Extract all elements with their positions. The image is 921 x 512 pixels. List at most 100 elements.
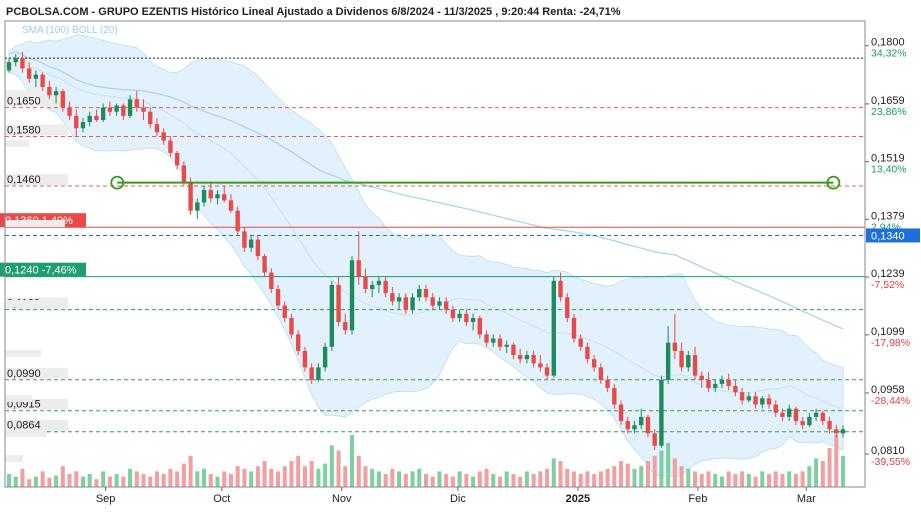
candle-body [188, 181, 193, 211]
volume-bar [612, 466, 617, 487]
volume-bar [6, 474, 12, 487]
volume-bar [60, 466, 65, 487]
volume-bar [464, 474, 469, 487]
volume-bar [834, 435, 839, 487]
month-label: 2025 [566, 493, 590, 505]
candle-body [766, 398, 772, 405]
candle-body [67, 107, 72, 116]
volume-bar [639, 466, 644, 487]
volume-bar [820, 461, 825, 487]
price-tick-label: 0,1519 [871, 153, 905, 165]
volume-bar [827, 448, 832, 487]
candle-body [74, 115, 79, 129]
candlesticks [6, 51, 846, 450]
candle-body [484, 334, 489, 343]
candle-body [686, 355, 691, 368]
candle-body [289, 317, 294, 335]
candle-body [47, 86, 52, 96]
candle-body [356, 260, 361, 277]
level-label: 0,0864 [7, 420, 41, 432]
volume-bar [188, 455, 193, 487]
volume-bar [787, 471, 792, 487]
candle-body [141, 107, 146, 112]
candle-body [363, 276, 368, 290]
candle-body [80, 122, 86, 129]
volume-bar [437, 471, 442, 487]
plot-frame [4, 20, 866, 488]
volume-bar [154, 471, 159, 487]
candle-body [396, 297, 402, 302]
volume-profile-bar [5, 90, 47, 97]
volume-bar [336, 450, 341, 487]
volume-bar [175, 471, 180, 487]
candle-body [807, 416, 812, 426]
volume-bar [565, 468, 570, 487]
volume-bar [410, 471, 415, 487]
volume-bar [349, 435, 355, 487]
bollinger-middle-line [8, 59, 844, 410]
level-label-bg [6, 95, 68, 107]
candle-body [148, 111, 153, 125]
volume-profile-bar [5, 455, 23, 462]
month-label: Feb [688, 493, 707, 505]
volume-bar [598, 471, 603, 487]
volume-bar [161, 474, 166, 487]
volume-bar [726, 471, 731, 487]
candle-body [760, 398, 765, 405]
volume-bar [679, 466, 684, 487]
volume-bar [578, 474, 583, 487]
candle-body [787, 408, 792, 417]
candle-body [645, 416, 651, 434]
candle-body [215, 194, 220, 199]
volume-bar [619, 461, 624, 487]
candle-body [53, 91, 59, 96]
candle-body [565, 297, 570, 318]
candle-body [524, 355, 530, 360]
candle-body [632, 425, 637, 430]
volume-bar [376, 471, 381, 487]
candle-body [834, 429, 839, 434]
level-label-bg [6, 367, 68, 379]
volume-bar [134, 471, 139, 487]
candle-body [336, 284, 341, 323]
volume-bar [94, 479, 99, 487]
price-tick-label: 0,0958 [871, 384, 905, 396]
volume-bar [114, 474, 119, 487]
level-label: 0,1650 [7, 96, 41, 108]
candle-body [491, 338, 496, 343]
tag-label: 0,1240 -7,46% [5, 265, 77, 277]
volume-bar [316, 468, 321, 487]
volume-profile-bar [5, 350, 41, 357]
candle-body [235, 210, 240, 232]
volume-bar [343, 466, 348, 487]
candle-body [652, 433, 657, 446]
volume-bar [666, 442, 671, 487]
volume-bar [289, 461, 294, 487]
candle-body [40, 74, 45, 87]
volume-bar [753, 476, 758, 487]
chart-title: PCBOLSA.COM - GRUPO EZENTIS Histórico Li… [6, 6, 621, 18]
candle-body [827, 421, 832, 430]
volume-bar [840, 455, 846, 487]
bollinger-band [8, 34, 844, 477]
candle-body [578, 338, 583, 347]
candle-body [161, 132, 166, 141]
candle-body [773, 404, 778, 413]
level-label-bg [6, 398, 68, 410]
volume-bar [181, 463, 186, 487]
candle-body [517, 355, 523, 360]
volume-bar [80, 476, 86, 487]
candle-body [349, 260, 355, 331]
candle-body [706, 379, 711, 389]
pct-tick-label: -28,44% [871, 395, 910, 407]
volume-bar [228, 474, 233, 487]
volume-bar [107, 476, 112, 487]
volume-bar [13, 476, 18, 487]
volume-bar [222, 471, 227, 487]
pct-tick-label: -7,52% [871, 279, 904, 291]
volume-profile-bar [5, 220, 65, 227]
candle-body [531, 355, 536, 364]
candle-body [201, 190, 207, 203]
tag-bg [0, 262, 86, 277]
